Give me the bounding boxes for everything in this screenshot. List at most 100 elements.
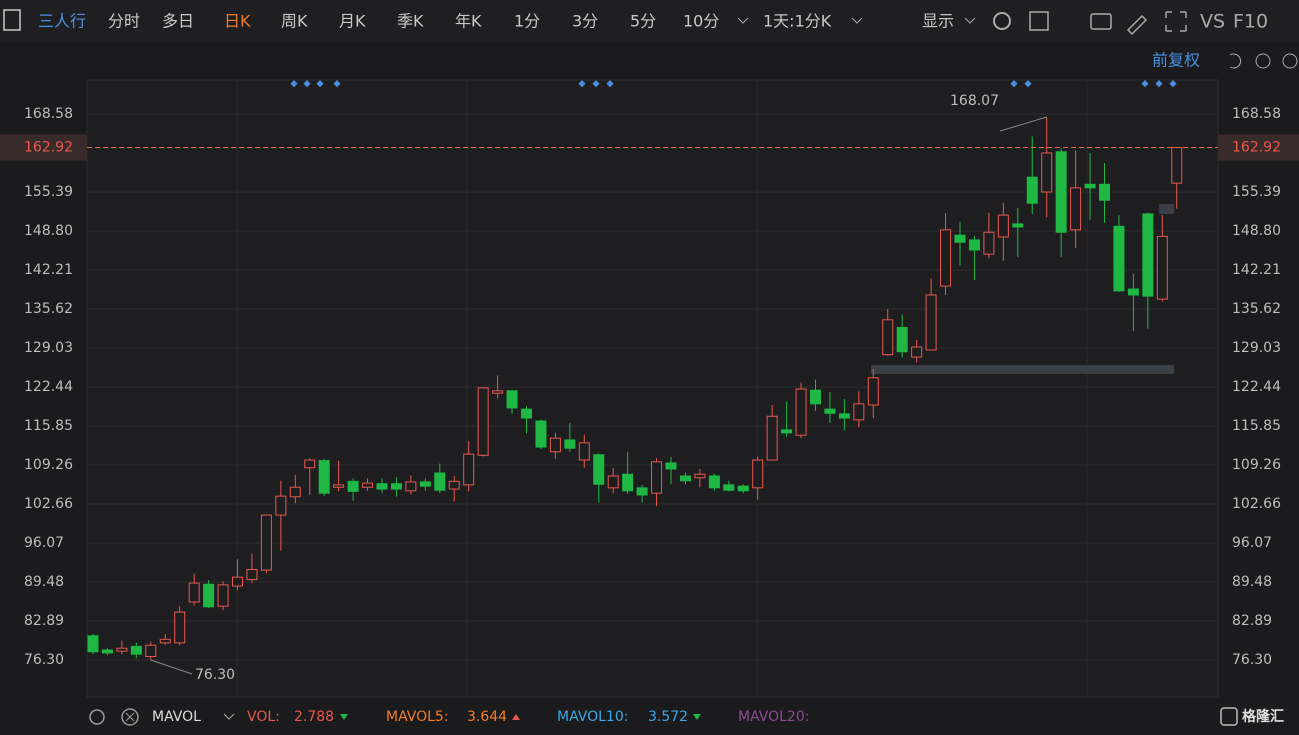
zoom-out[interactable] — [1255, 53, 1271, 69]
candle-body — [333, 484, 345, 488]
y-tick-label: 129.03 — [24, 340, 73, 356]
candle-body — [390, 483, 402, 490]
tab[interactable]: 季K — [397, 12, 424, 31]
f10-button[interactable]: F10 — [1233, 11, 1268, 33]
candle-body — [593, 454, 605, 485]
y-tick-label: 135.62 — [24, 301, 73, 317]
footer-close[interactable] — [121, 708, 139, 726]
candle-body — [549, 437, 561, 453]
toolbar: 三人行 分时 多日 日K 周K 月K 季K 年K 1分 3分 5分 10分 1天… — [38, 11, 1298, 70]
candle-body — [665, 462, 677, 470]
y-tick-label: 109.26 — [24, 457, 73, 473]
candle-body — [1099, 183, 1110, 201]
candle-body — [983, 231, 995, 255]
candle-body — [159, 638, 171, 644]
tab[interactable]: 年K — [455, 12, 482, 31]
y-tick-label-right: 109.26 — [1232, 457, 1281, 473]
fullscreen-icon[interactable] — [1165, 11, 1187, 32]
close-x — [125, 712, 135, 722]
candle-body — [1070, 187, 1082, 231]
display-menu[interactable]: 显示 — [922, 12, 954, 31]
tab[interactable]: 周K — [281, 12, 308, 31]
y-tick-label-right: 102.66 — [1232, 496, 1281, 512]
candle-body — [419, 481, 431, 487]
plot: 76.30 76.30 82.89 82.89 89.48 89.48 96.07 96.07… — [0, 93, 1299, 683]
candle-body — [1041, 152, 1053, 193]
candle-body — [188, 582, 200, 603]
tab-active[interactable]: 日K — [224, 12, 251, 31]
settings-icon[interactable] — [993, 12, 1011, 30]
candle-body — [376, 483, 388, 490]
candle-body — [636, 487, 648, 496]
tab[interactable]: 月K — [339, 12, 366, 31]
tab[interactable]: 分时 — [108, 12, 140, 31]
candle-body — [737, 485, 749, 492]
reset-icon[interactable] — [1229, 53, 1242, 69]
candle-body — [882, 319, 894, 356]
pen-icon[interactable] — [1126, 14, 1148, 36]
candle-body — [232, 576, 243, 587]
candle-body — [1084, 183, 1096, 189]
box-icon[interactable] — [1029, 11, 1049, 31]
toolbar-bg — [0, 0, 1299, 42]
menu-icon[interactable] — [3, 9, 21, 31]
dropdown-arrow[interactable] — [737, 17, 749, 24]
y-tick-label-right: 142.21 — [1232, 262, 1281, 278]
candle-body — [304, 459, 316, 469]
candle-body — [896, 326, 908, 353]
candle-body — [275, 495, 287, 516]
camera-icon[interactable] — [1090, 13, 1112, 30]
tab[interactable]: 三人行 — [38, 12, 86, 31]
candle-body — [463, 453, 475, 486]
footer-bg — [0, 700, 1299, 735]
y-tick-label: 89.48 — [24, 574, 64, 590]
indicator-name[interactable]: MAVOL — [152, 709, 201, 725]
candle-body — [477, 387, 489, 456]
vol-value: 2.788 — [294, 709, 334, 725]
candle-body — [405, 481, 417, 492]
candle-body — [679, 475, 691, 482]
y-tick-label: 76.30 — [24, 652, 64, 668]
last-price-box — [0, 134, 87, 161]
candle-body — [1142, 213, 1154, 297]
y-tick-label: 82.89 — [24, 613, 64, 629]
y-tick-label: 142.21 — [24, 262, 73, 278]
candle-body — [925, 294, 937, 351]
dropdown-arrow[interactable] — [223, 713, 235, 720]
dropdown-arrow[interactable] — [851, 17, 863, 24]
tab[interactable]: 多日 — [162, 12, 194, 31]
candle-body — [362, 482, 374, 488]
candle-body — [289, 486, 301, 498]
tab[interactable]: 1分 — [514, 12, 540, 31]
y-tick-label-right: 155.39 — [1232, 184, 1281, 200]
adjust-select[interactable]: 前复权 — [1152, 51, 1200, 70]
y-tick-label: 102.66 — [24, 496, 73, 512]
candle-body — [564, 439, 576, 449]
vol-label: VOL: — [247, 709, 280, 725]
candle-body — [506, 390, 518, 409]
low-pointer — [150, 659, 193, 675]
candle-body — [867, 377, 879, 406]
mavol5-label: MAVOL5: — [386, 709, 449, 725]
tab[interactable]: 10分 — [683, 12, 719, 31]
candle-body — [521, 408, 532, 419]
candle-body — [607, 475, 619, 489]
range-bar — [871, 365, 1174, 374]
tab[interactable]: 3分 — [572, 12, 598, 31]
candle-body — [1055, 151, 1067, 233]
candle-body — [87, 635, 99, 653]
last-price-box — [1218, 134, 1299, 161]
candle-body — [347, 480, 359, 492]
vs-button[interactable]: VS — [1200, 11, 1225, 33]
logo: 格隆汇 — [1242, 708, 1284, 725]
footer-settings[interactable] — [89, 709, 105, 725]
candle-body — [810, 389, 821, 405]
candle-body — [434, 472, 446, 491]
y-tick-label-right: 96.07 — [1232, 535, 1272, 551]
dropdown-arrow[interactable] — [964, 17, 976, 24]
zoom-in[interactable] — [1282, 53, 1298, 69]
candle-body — [954, 234, 966, 243]
period-select[interactable]: 1天:1分K — [763, 12, 832, 31]
tab[interactable]: 5分 — [630, 12, 656, 31]
candle-body — [1127, 288, 1139, 296]
